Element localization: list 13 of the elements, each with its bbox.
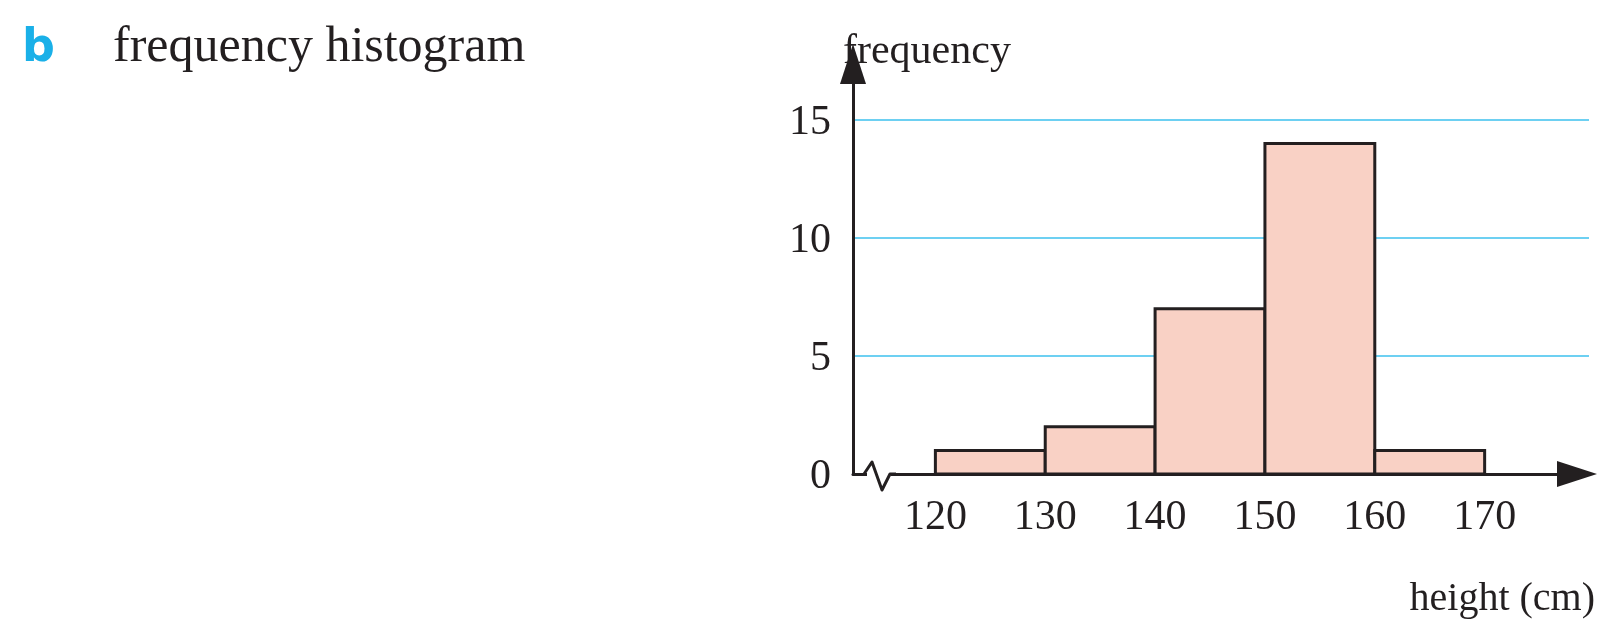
- x-axis-title: height (cm): [1409, 573, 1596, 619]
- x-tick-label: 140: [1123, 492, 1187, 538]
- y-tick-label: 5: [810, 332, 831, 379]
- x-tick-label: 150: [1233, 492, 1297, 538]
- x-tick-label: 170: [1453, 492, 1517, 538]
- x-tick-label: 130: [1013, 492, 1077, 538]
- y-tick-label: 10: [789, 214, 831, 261]
- text: b: [22, 18, 55, 72]
- y-tick-label: 15: [789, 96, 831, 143]
- x-tick-label: 120: [903, 492, 967, 538]
- x-tick-label: 160: [1343, 492, 1407, 538]
- text: frequency histogram: [113, 16, 526, 72]
- y-tick-label: 0: [810, 451, 831, 497]
